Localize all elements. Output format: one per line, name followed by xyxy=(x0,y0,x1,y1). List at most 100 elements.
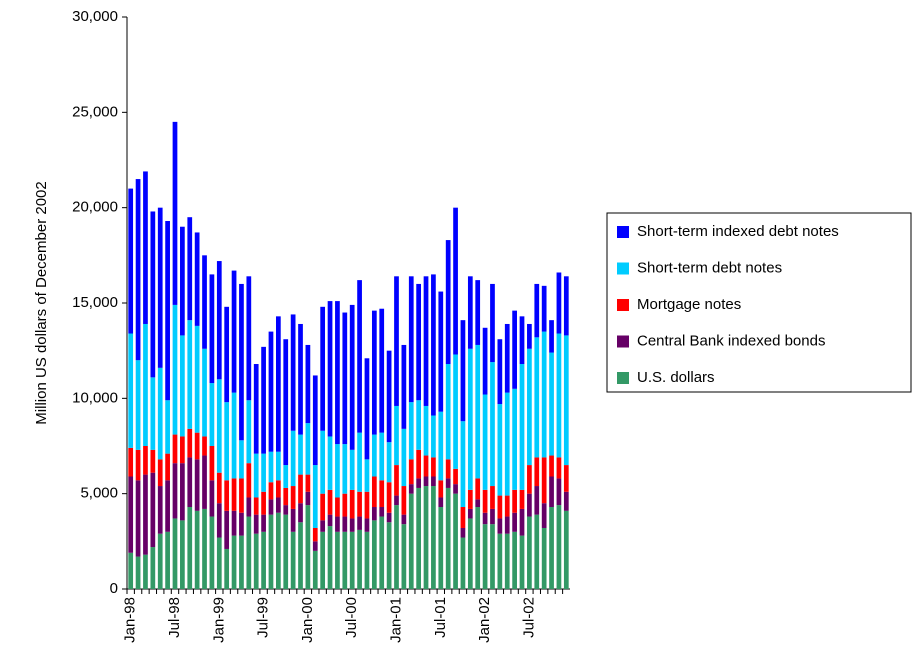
bar-segment xyxy=(401,486,407,515)
bar-segment xyxy=(194,432,200,460)
bar-segment xyxy=(556,333,562,458)
bar-segment xyxy=(453,484,458,494)
bar-segment xyxy=(467,489,473,509)
bar-segment xyxy=(150,547,156,589)
bar-segment xyxy=(275,480,281,498)
bar-segment xyxy=(135,556,141,589)
bar-segment xyxy=(335,301,340,445)
bar-segment xyxy=(239,478,244,513)
bar-segment xyxy=(320,306,326,431)
bar-segment xyxy=(431,457,436,477)
bar-segment xyxy=(482,327,488,395)
bar-segment xyxy=(239,535,244,589)
bar-segment xyxy=(253,453,259,498)
bar-segment xyxy=(534,457,540,487)
bar-segment xyxy=(445,478,451,488)
bar-segment xyxy=(268,482,274,500)
bar-segment xyxy=(512,512,517,532)
bar-segment xyxy=(172,304,178,435)
bar-segment xyxy=(401,524,407,589)
bar-segment xyxy=(231,510,237,536)
bar-segment xyxy=(453,493,458,589)
bar-segment xyxy=(335,444,340,498)
bar-segment xyxy=(157,533,163,589)
bar-segment xyxy=(305,344,311,424)
bar-segment xyxy=(216,537,222,589)
bar-segment xyxy=(431,476,436,487)
bar-segment xyxy=(416,449,422,479)
bar-segment xyxy=(312,465,318,528)
bar-segment xyxy=(209,446,215,481)
bar-segment xyxy=(202,348,207,437)
bar-segment xyxy=(231,478,237,511)
bar-segment xyxy=(224,306,230,403)
bar-segment xyxy=(394,495,399,506)
bar-segment xyxy=(283,505,289,515)
bar-segment xyxy=(165,531,170,589)
bar-segment xyxy=(556,505,562,589)
bar-segment xyxy=(445,459,451,479)
bar-segment xyxy=(549,476,554,508)
bar-segment xyxy=(128,447,134,477)
bar-segment xyxy=(268,499,274,515)
legend-box xyxy=(606,212,912,393)
bar-segment xyxy=(460,507,466,528)
bar-segment xyxy=(527,493,532,517)
bar-segment xyxy=(298,434,303,475)
bar-segment xyxy=(180,335,185,437)
bar-segment xyxy=(216,261,222,380)
bar-segment xyxy=(482,512,488,525)
bar-segment xyxy=(135,360,141,450)
x-tick-label: Jul-00 xyxy=(343,597,360,638)
bar-segment xyxy=(305,474,311,492)
bar-segment xyxy=(261,531,266,589)
bar-segment xyxy=(563,491,569,511)
bar-segment xyxy=(187,457,193,508)
bar-segment xyxy=(312,527,318,542)
bar-segment xyxy=(246,516,252,589)
bar-segment xyxy=(327,301,333,437)
bar-segment xyxy=(231,392,237,479)
bar-segment xyxy=(364,358,370,460)
bar-segment xyxy=(423,486,429,589)
bar-segment xyxy=(312,375,318,466)
y-tick-label: 0 xyxy=(110,580,118,597)
bar-segment xyxy=(224,480,230,511)
bar-segment xyxy=(549,320,554,353)
bar-segment xyxy=(283,465,289,488)
bar-segment xyxy=(490,362,495,487)
bar-segment xyxy=(128,188,134,334)
legend-swatch xyxy=(617,335,629,348)
bar-segment xyxy=(408,493,414,589)
bar-segment xyxy=(290,531,296,589)
bar-segment xyxy=(194,510,200,589)
bar-segment xyxy=(342,312,348,445)
bar-segment xyxy=(371,476,377,508)
bar-segment xyxy=(453,468,458,485)
bar-segment xyxy=(253,533,259,589)
x-tick-label: Jan-00 xyxy=(299,597,316,643)
bar-segment xyxy=(438,291,444,412)
bar-segment xyxy=(534,514,540,589)
bar-segment xyxy=(216,379,222,473)
bar-segment xyxy=(534,486,540,515)
bar-segment xyxy=(312,550,318,589)
bar-segment xyxy=(379,516,385,589)
bar-segment xyxy=(165,221,170,401)
bar-segment xyxy=(275,497,281,513)
bar-segment xyxy=(216,472,222,504)
bar-segment xyxy=(438,411,444,481)
bar-segment xyxy=(128,476,134,553)
bar-segment xyxy=(261,514,266,532)
bar-segment xyxy=(401,344,407,429)
bar-segment xyxy=(261,346,266,454)
bar-segment xyxy=(209,480,215,517)
bar-segment xyxy=(231,535,237,589)
bar-segment xyxy=(357,280,362,433)
bar-segment xyxy=(394,405,399,466)
bar-segment xyxy=(541,331,547,458)
bar-segment xyxy=(335,516,340,532)
y-tick-label: 30,000 xyxy=(72,8,118,25)
bar-segment xyxy=(261,453,266,492)
bar-segment xyxy=(342,531,348,589)
